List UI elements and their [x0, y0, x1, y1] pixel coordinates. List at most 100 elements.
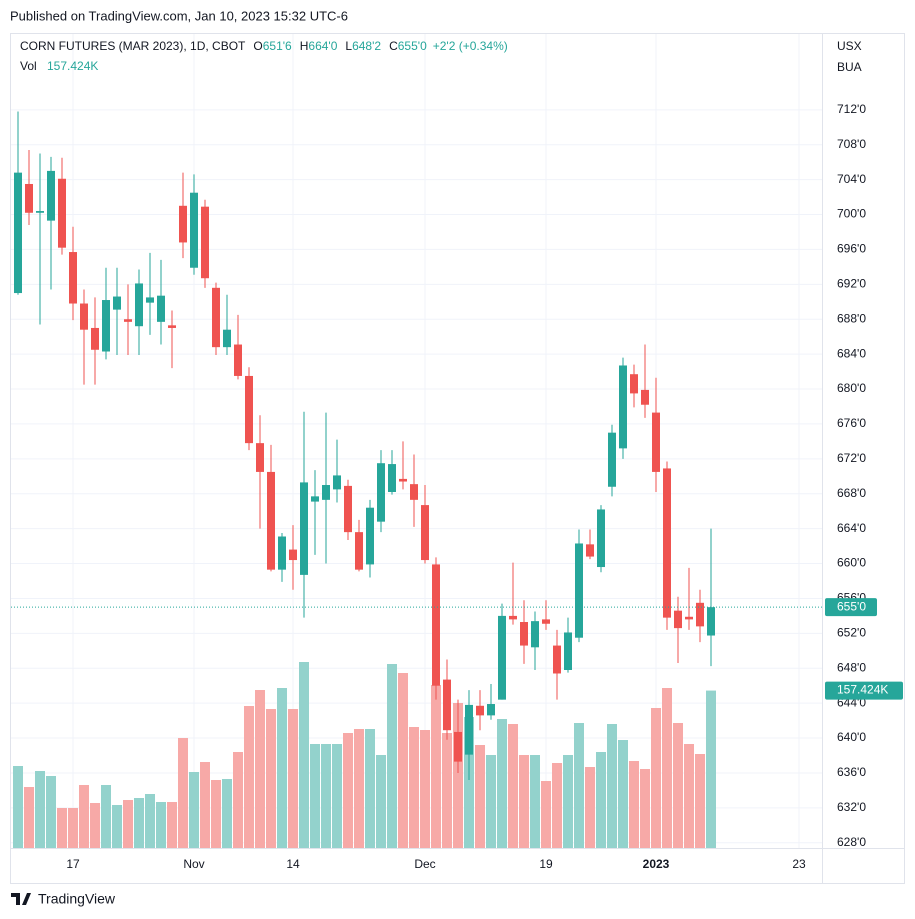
volume-bar	[233, 752, 243, 848]
x-tick-label: 23	[792, 857, 806, 871]
volume-bar	[134, 798, 144, 848]
y-tick-label: 664'0	[837, 521, 866, 535]
volume-bar	[277, 688, 287, 848]
volume-bar	[46, 776, 56, 848]
candle-body	[575, 543, 583, 638]
volume-bar	[266, 709, 276, 848]
y-tick-label: 696'0	[837, 242, 866, 256]
brand: TradingView	[38, 891, 116, 907]
candle-body	[300, 482, 308, 575]
y-tick-label: 680'0	[837, 381, 866, 395]
x-tick-label: Nov	[183, 857, 204, 871]
candle-body	[179, 205, 187, 243]
candle-body	[553, 645, 561, 674]
candle-body	[278, 536, 286, 570]
volume-bar	[200, 762, 210, 848]
volume-bar	[464, 717, 474, 848]
volume-bar	[453, 703, 463, 848]
volume-bar	[420, 730, 430, 848]
ohlc-key: L	[345, 39, 352, 53]
candle-body	[146, 297, 154, 303]
candle-body	[652, 412, 660, 472]
ohlc-key: H	[300, 39, 309, 53]
volume-bar	[167, 802, 177, 848]
volume-bar	[156, 802, 166, 848]
volume-bar	[354, 729, 364, 848]
candle-body	[399, 478, 407, 482]
volume-bar	[475, 745, 485, 848]
candle-body	[619, 365, 627, 449]
candle-body	[69, 252, 77, 304]
y-tick-label: 700'0	[837, 207, 866, 221]
header: CORN FUTURES (MAR 2023), 1D, CBOT Vol 15…	[20, 39, 862, 74]
frame	[10, 33, 905, 884]
volume-label: 157.424K	[837, 683, 888, 697]
candle-body	[245, 375, 253, 444]
candle-body	[47, 170, 55, 221]
ohlc-key: C	[389, 39, 398, 53]
volume-bar	[244, 706, 254, 848]
candle-body	[663, 468, 671, 618]
volume-bar	[695, 754, 705, 848]
ohlc-value: 655'0	[398, 39, 427, 53]
volume-bar	[596, 752, 606, 848]
volume-bar	[79, 785, 89, 848]
y-tick-label: 628'0	[837, 835, 866, 849]
volume-bar	[563, 755, 573, 848]
volume-bar	[508, 724, 518, 848]
volume-pane	[13, 662, 716, 848]
logo: TradingView	[11, 891, 116, 907]
candle-body	[190, 192, 198, 268]
volume-bar	[288, 709, 298, 848]
change-text: +2'2 (+0.34%)	[433, 39, 508, 53]
candle-body	[421, 505, 429, 561]
ohlc-value: 664'0	[308, 39, 337, 53]
volume-bar	[145, 794, 155, 848]
volume-text: 157.424K	[47, 59, 98, 73]
last-price-label: 655'0	[837, 599, 866, 613]
candle-body	[641, 389, 649, 405]
volume-bar	[321, 744, 331, 848]
volume-bar	[387, 664, 397, 848]
candle-body	[267, 471, 275, 570]
candle-body	[256, 443, 264, 472]
last-price-box	[825, 598, 877, 617]
volume-bar	[332, 744, 342, 848]
candle-body	[333, 475, 341, 490]
volume-bar	[255, 690, 265, 848]
y-tick-label: 660'0	[837, 556, 866, 570]
candle-body	[586, 544, 594, 557]
candle-body	[608, 432, 616, 487]
volume-bar	[409, 727, 419, 848]
candle-body	[80, 303, 88, 330]
volume-bar	[376, 755, 386, 848]
volume-bar	[541, 781, 551, 848]
candle-body	[36, 211, 44, 213]
volume-bar	[365, 729, 375, 848]
candle-body	[113, 296, 121, 310]
candle-body	[234, 344, 242, 376]
volume-bar	[574, 723, 584, 848]
volume-bar	[651, 708, 661, 848]
candle-body	[157, 295, 165, 322]
volume-bar	[222, 779, 232, 848]
candle-body	[25, 183, 33, 213]
volume-bar	[178, 738, 188, 848]
candle-body	[509, 615, 517, 620]
volume-bar	[530, 755, 540, 848]
volume-bar	[112, 805, 122, 848]
volume-bar	[299, 662, 309, 848]
candle-body	[168, 325, 176, 328]
candle-body	[124, 319, 132, 322]
volume-bar	[343, 733, 353, 848]
volume-bar	[35, 771, 45, 848]
candle-body	[91, 327, 99, 350]
volume-bar	[607, 724, 617, 848]
volume-bar	[398, 673, 408, 848]
x-tick-label: Dec	[414, 857, 435, 871]
candle-body	[344, 485, 352, 533]
ohlc-value: 648'2	[352, 39, 381, 53]
y-tick-label: 708'0	[837, 137, 866, 151]
